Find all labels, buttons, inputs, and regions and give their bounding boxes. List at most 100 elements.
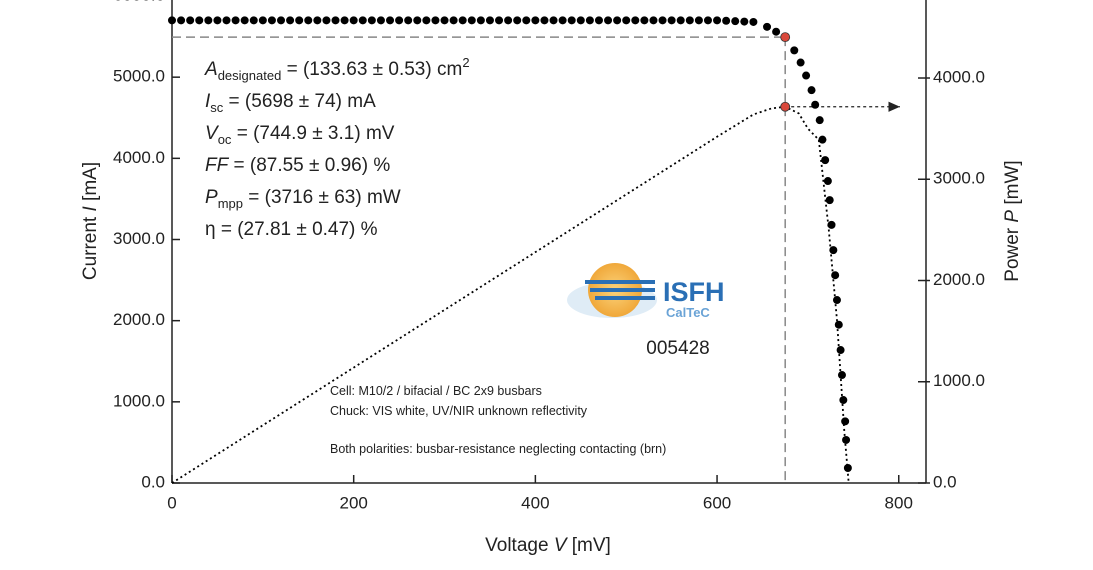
power-line [171, 105, 850, 484]
iv-point [195, 16, 204, 25]
logo-subname: CalTeC [666, 305, 710, 320]
iv-point [231, 16, 240, 25]
y-tick-label: 6000.0 [113, 0, 165, 4]
iv-point [811, 100, 820, 109]
y2-tick-label: 0.0 [933, 472, 957, 491]
iv-point [558, 16, 567, 25]
iv-point [322, 16, 331, 25]
axis-title-symbol: V [554, 535, 569, 556]
iv-point [825, 196, 834, 205]
iv-point [685, 16, 694, 25]
iv-point [286, 16, 295, 25]
iv-point [749, 17, 758, 26]
iv-point [395, 16, 404, 25]
iv-point [504, 16, 513, 25]
iv-point [829, 246, 838, 255]
iv-point [177, 16, 186, 25]
iv-point [594, 16, 603, 25]
iv-point [576, 16, 585, 25]
iv-point [821, 156, 830, 165]
iv-point [540, 16, 549, 25]
iv-point [249, 16, 258, 25]
x-tick-label: 400 [521, 493, 549, 512]
iv-point [567, 16, 576, 25]
iv-point [258, 16, 267, 25]
annotation: Isc = (5698 ± 74) mA [205, 91, 376, 115]
annotation-text: = (3716 ± 63) mW [243, 187, 401, 208]
iv-point [485, 16, 494, 25]
iv-point [313, 16, 322, 25]
logo-stripe [590, 288, 655, 292]
iv-point [467, 16, 476, 25]
annotation-text: = (133.63 ± 0.53) cm [281, 59, 462, 80]
iv-point [722, 16, 731, 25]
annotation: Pmpp = (3716 ± 63) mW [205, 187, 401, 211]
iv-point [304, 16, 313, 25]
annotation-symbol: V [205, 123, 220, 144]
y-tick-label: 1000.0 [113, 391, 165, 410]
annotation-text: = (5698 ± 74) mA [223, 91, 376, 112]
iv-point [796, 58, 805, 67]
y2-tick-label: 1000.0 [933, 371, 985, 390]
iv-point [277, 16, 286, 25]
iv-point [222, 16, 231, 25]
annotation: FF = (87.55 ± 0.96) % [205, 155, 390, 176]
iv-point [827, 220, 836, 229]
x-tick-label: 200 [339, 493, 367, 512]
iv-point [413, 16, 422, 25]
annotation-symbol: FF [205, 155, 230, 176]
iv-point [731, 17, 740, 26]
iv-point [295, 16, 304, 25]
sample-id: 005428 [646, 338, 709, 359]
iv-point [531, 16, 540, 25]
annotation-sub: sc [210, 100, 224, 115]
iv-point [842, 435, 851, 444]
y2-label: Power P [mW] [1002, 160, 1023, 281]
axis-title-symbol: P [1002, 210, 1023, 223]
iv-point [204, 16, 213, 25]
iv-point [843, 463, 852, 472]
iv-point [658, 16, 667, 25]
annotation: η = (27.81 ± 0.47) % [205, 219, 378, 240]
iv-point [386, 16, 395, 25]
iv-point [422, 16, 431, 25]
iv-point [713, 16, 722, 25]
iv-point [837, 371, 846, 380]
iv-point [667, 16, 676, 25]
iv-point [458, 16, 467, 25]
iv-point [440, 16, 449, 25]
annotation-symbol: A [204, 59, 218, 80]
iv-point [631, 16, 640, 25]
iv-point [404, 16, 413, 25]
iv-point [522, 16, 531, 25]
x-tick-label: 0 [167, 493, 176, 512]
iv-point [240, 16, 249, 25]
iv-point [331, 16, 340, 25]
note: Chuck: VIS white, UV/NIR unknown reflect… [330, 404, 588, 418]
logo-stripe [595, 296, 655, 300]
iv-point [495, 16, 504, 25]
x-tick-label: 600 [703, 493, 731, 512]
iv-point [376, 16, 385, 25]
annotation-symbol: I [205, 91, 211, 112]
x-tick-label: 800 [885, 493, 913, 512]
y2-tick-label: 2000.0 [933, 270, 985, 289]
iv-point [772, 27, 781, 36]
iv-point [349, 16, 358, 25]
annotation-sub: mpp [218, 196, 243, 211]
iv-point [622, 16, 631, 25]
annotation-symbol: P [205, 187, 218, 208]
iv-point [649, 16, 658, 25]
y-tick-label: 5000.0 [113, 67, 165, 86]
logo-stripe [585, 280, 655, 284]
annotation: Adesignated = (133.63 ± 0.53) cm2 [204, 55, 470, 83]
logo: ISFH CalTeC [567, 263, 725, 320]
iv-point [676, 16, 685, 25]
y2-tick-label: 3000.0 [933, 169, 985, 188]
iv-point [763, 22, 772, 31]
iv-point [834, 320, 843, 329]
axis-title-text: Power [1002, 223, 1023, 282]
iv-point [841, 417, 850, 426]
note: Both polarities: busbar-resistance negle… [330, 442, 666, 456]
